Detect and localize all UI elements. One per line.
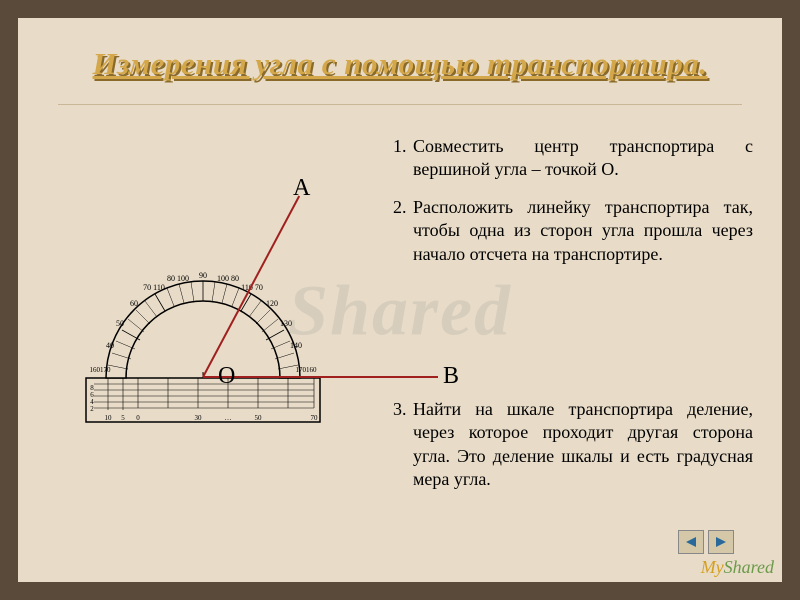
nav-next-button[interactable] xyxy=(708,530,734,554)
svg-text:50: 50 xyxy=(116,319,124,328)
step-1: 1. Совместить центр транспортира с верши… xyxy=(393,135,753,182)
step-number: 3. xyxy=(393,398,413,492)
logo-part-my: My xyxy=(701,557,724,577)
svg-text:2: 2 xyxy=(90,405,94,413)
svg-text:10: 10 xyxy=(105,414,113,422)
step-3: 3. Найти на шкале транспортира деление, … xyxy=(393,398,753,492)
svg-text:80 100: 80 100 xyxy=(167,274,189,283)
svg-text:120: 120 xyxy=(266,299,278,308)
step-number: 2. xyxy=(393,196,413,266)
svg-text:50: 50 xyxy=(255,414,263,422)
svg-text:160170: 160170 xyxy=(90,366,112,374)
svg-text:0: 0 xyxy=(136,414,140,422)
brand-logo: MyShared xyxy=(701,557,774,578)
protractor-diagram: 8642 1050 30…5070 xyxy=(48,175,378,475)
content-area: 8642 1050 30…5070 xyxy=(58,135,742,555)
svg-text:140: 140 xyxy=(290,341,302,350)
step-number: 1. xyxy=(393,135,413,182)
nav-prev-button[interactable] xyxy=(678,530,704,554)
point-label-o: О xyxy=(218,363,235,390)
logo-part-shared: Shared xyxy=(724,557,774,577)
svg-text:100 80: 100 80 xyxy=(217,274,239,283)
step-2: 2. Расположить линейку транспортира так,… xyxy=(393,196,753,266)
step-text: Расположить линейку транспортира так, чт… xyxy=(413,196,753,266)
slide: Измерения угла с помощью транспортира. S… xyxy=(18,18,782,582)
protractor-icon: 8642 1050 30…5070 xyxy=(78,250,328,430)
svg-text:70 110: 70 110 xyxy=(143,283,165,292)
svg-text:90: 90 xyxy=(199,271,207,280)
svg-text:170160: 170160 xyxy=(296,366,318,374)
triangle-right-icon xyxy=(714,535,728,549)
step-text: Найти на шкале транспортира деление, чер… xyxy=(413,398,753,492)
svg-text:…: … xyxy=(225,414,232,422)
triangle-left-icon xyxy=(684,535,698,549)
svg-text:30: 30 xyxy=(195,414,203,422)
point-label-a: А xyxy=(293,175,310,202)
svg-text:130: 130 xyxy=(280,319,292,328)
page-title: Измерения угла с помощью транспортира. xyxy=(58,46,742,82)
step-text: Совместить центр транспортира с вершиной… xyxy=(413,135,753,182)
svg-text:40: 40 xyxy=(106,341,114,350)
svg-text:5: 5 xyxy=(121,414,125,422)
svg-text:70: 70 xyxy=(311,414,319,422)
nav-controls xyxy=(678,530,734,554)
svg-text:60: 60 xyxy=(130,299,138,308)
steps-list: 1. Совместить центр транспортира с верши… xyxy=(393,135,753,506)
divider xyxy=(58,104,742,105)
